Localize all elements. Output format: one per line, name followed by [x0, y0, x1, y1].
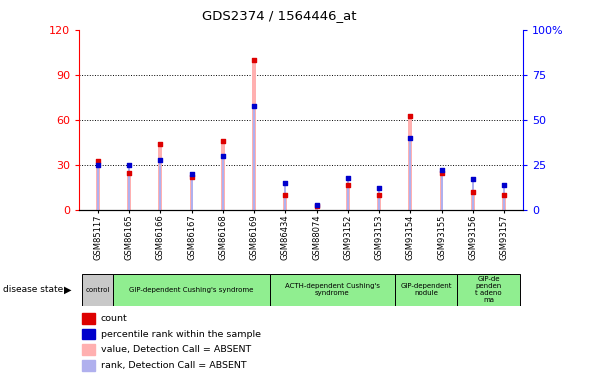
Point	[375, 185, 384, 191]
Bar	[377, 195, 381, 210]
Point	[406, 112, 415, 118]
Point	[93, 162, 103, 168]
Bar	[253, 106, 255, 210]
Point	[499, 192, 509, 198]
Bar	[409, 116, 412, 210]
Bar	[440, 172, 443, 210]
Point	[156, 157, 165, 163]
Point	[218, 153, 227, 159]
Bar	[315, 206, 319, 210]
Point	[249, 103, 259, 109]
Point	[375, 192, 384, 198]
Point	[124, 170, 134, 176]
Bar	[221, 141, 225, 210]
Text: GIP-dependent Cushing's syndrome: GIP-dependent Cushing's syndrome	[130, 286, 254, 292]
Point	[343, 175, 353, 181]
Bar	[283, 195, 287, 210]
Bar	[82, 328, 95, 339]
Bar	[409, 138, 412, 210]
Point	[437, 170, 446, 176]
Text: GIP-de
penden
t adeno
ma: GIP-de penden t adeno ma	[475, 276, 502, 303]
Bar	[503, 185, 505, 210]
Bar	[502, 195, 506, 210]
Bar	[127, 172, 131, 210]
Bar	[346, 184, 350, 210]
Point	[437, 167, 446, 173]
Point	[93, 158, 103, 164]
Point	[156, 141, 165, 147]
Bar	[82, 313, 95, 324]
Point	[249, 57, 259, 63]
Bar	[96, 160, 100, 210]
Point	[124, 162, 134, 168]
Bar	[395, 274, 457, 306]
Point	[280, 192, 290, 198]
Bar	[378, 188, 380, 210]
Bar	[252, 60, 256, 210]
Text: ACTH-dependent Cushing's
syndrome: ACTH-dependent Cushing's syndrome	[285, 283, 380, 296]
Point	[406, 135, 415, 141]
Point	[187, 174, 196, 180]
Bar	[471, 192, 475, 210]
Point	[312, 202, 322, 208]
Text: GDS2374 / 1564446_at: GDS2374 / 1564446_at	[202, 9, 357, 22]
Text: value, Detection Call = ABSENT: value, Detection Call = ABSENT	[101, 345, 251, 354]
Bar	[97, 165, 99, 210]
Bar	[270, 274, 395, 306]
Bar	[82, 360, 95, 370]
Bar	[457, 274, 520, 306]
Bar	[190, 174, 193, 210]
Point	[187, 171, 196, 177]
Bar	[128, 165, 130, 210]
Point	[280, 180, 290, 186]
Point	[468, 189, 478, 195]
Text: disease state: disease state	[3, 285, 63, 294]
Text: count: count	[101, 314, 128, 323]
Point	[218, 138, 227, 144]
Point	[468, 176, 478, 182]
Text: GIP-dependent
nodule: GIP-dependent nodule	[400, 283, 452, 296]
Bar	[82, 274, 114, 306]
Bar	[441, 170, 443, 210]
Point	[499, 182, 509, 188]
Text: ▶: ▶	[64, 285, 72, 295]
Bar	[285, 183, 286, 210]
Text: percentile rank within the sample: percentile rank within the sample	[101, 330, 261, 339]
Bar	[316, 205, 317, 210]
Text: control: control	[86, 286, 110, 292]
Bar	[472, 179, 474, 210]
Text: rank, Detection Call = ABSENT: rank, Detection Call = ABSENT	[101, 361, 246, 370]
Bar	[347, 178, 349, 210]
Bar	[114, 274, 270, 306]
Point	[312, 202, 322, 208]
Bar	[222, 156, 224, 210]
Bar	[159, 144, 162, 210]
Point	[343, 182, 353, 188]
Bar	[190, 177, 193, 210]
Bar	[82, 344, 95, 355]
Bar	[159, 160, 161, 210]
